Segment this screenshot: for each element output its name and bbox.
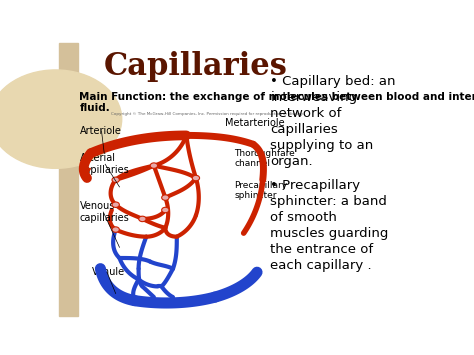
- Text: Main Function: the exchange of molecules between blood and interstitial
fluid.: Main Function: the exchange of molecules…: [80, 92, 474, 113]
- Text: Arterial
capillaries: Arterial capillaries: [80, 153, 129, 175]
- Bar: [59, 43, 78, 316]
- Text: Precapillary
sphincter: Precapillary sphincter: [234, 181, 287, 200]
- Text: • Capillary bed: an
interweaving
network of
capillaries
supplying to an
organ.: • Capillary bed: an interweaving network…: [271, 75, 396, 168]
- Circle shape: [112, 177, 119, 182]
- Circle shape: [162, 195, 169, 200]
- Circle shape: [112, 227, 119, 232]
- Text: Copyright © The McGraw-Hill Companies, Inc. Permission required for reproduction: Copyright © The McGraw-Hill Companies, I…: [110, 112, 303, 116]
- Circle shape: [192, 175, 200, 181]
- Circle shape: [139, 216, 146, 222]
- Text: Capillaries: Capillaries: [103, 51, 287, 82]
- Text: • Precapillary
sphincter: a band
of smooth
muscles guarding
the entrance of
each: • Precapillary sphincter: a band of smoo…: [271, 179, 389, 272]
- Circle shape: [0, 70, 122, 168]
- Text: Venous
capillaries: Venous capillaries: [80, 201, 129, 223]
- Text: Metarteriole: Metarteriole: [225, 118, 284, 128]
- Text: Venule: Venule: [92, 267, 126, 277]
- Text: Thoroughfare
channel: Thoroughfare channel: [234, 149, 295, 168]
- Circle shape: [112, 202, 119, 207]
- Text: Arteriole: Arteriole: [80, 126, 121, 136]
- Circle shape: [150, 163, 157, 168]
- Circle shape: [162, 207, 169, 213]
